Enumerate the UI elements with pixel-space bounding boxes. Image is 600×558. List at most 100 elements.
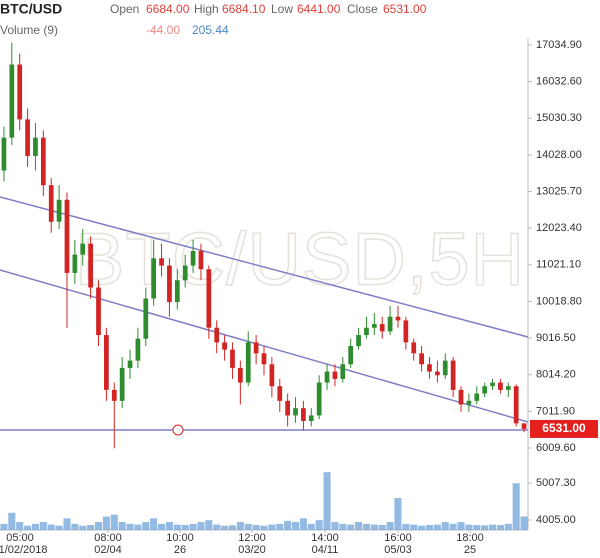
volume-bar [63,518,71,530]
y-tick-label: 8014.20 [536,369,576,381]
candle-body [474,393,480,401]
volume-bar [94,522,103,530]
candle-body [324,371,330,383]
candle-body [104,335,109,390]
volume-bar [228,525,237,530]
volume-bar [449,523,457,530]
x-tick-date: 01/02/2018 [0,544,48,556]
x-tick-time: 18:00 [456,532,484,544]
candle-body [17,64,23,120]
candle-body [25,119,30,156]
candle-body [371,324,377,328]
candle-body [40,137,46,186]
candle-body [230,349,235,368]
volume-bar [418,525,426,530]
volume-bar [205,520,213,530]
volume-bar [150,518,158,530]
candle-body [411,342,417,354]
y-tick-label: 13025.70 [536,185,582,197]
candle-body [33,137,38,156]
price-tag [530,419,598,438]
volume-bar [299,518,307,530]
candle-body [316,382,322,416]
volume-bar [370,524,378,530]
line-handle[interactable] [172,424,184,436]
candle-body [490,382,495,387]
candle-body [442,360,448,376]
candle-body [222,342,227,350]
x-tick-time: 12:00 [238,532,266,544]
volume-bar [221,525,229,530]
open-label: Open [110,2,139,16]
low-value: 6441.00 [297,2,341,16]
y-tick-label: 12023.40 [536,222,582,234]
trend-line[interactable] [0,196,529,338]
volume-bar [520,516,528,530]
trend-line[interactable] [0,269,529,423]
candle-body [214,327,220,343]
open-value: 6684.00 [146,2,190,16]
candle-body [182,265,188,281]
candle-body [237,367,243,383]
volume-bar [197,522,205,530]
x-tick-time: 14:00 [311,532,339,544]
volume-bar [284,520,292,530]
candle-body [245,342,251,383]
candle-body [450,360,456,390]
volume-bar [457,522,465,530]
volume-bar [79,525,87,530]
y-tick-label: 17034.90 [536,39,582,51]
volume-bar [268,524,276,530]
y-tick-label: 7011.90 [536,405,575,417]
volume-bar [386,522,394,530]
candle-body [151,258,157,299]
volume-bar [276,523,284,530]
volume-bar [410,524,418,530]
candle-body [1,137,7,171]
volume-bar [158,523,166,530]
candle-body [419,353,424,365]
plot [0,42,528,530]
volume-bar [465,524,473,530]
volume-bar [441,522,449,530]
volume-bar [481,525,489,530]
candle-body [159,258,164,266]
volume-value: 205.44 [192,23,229,37]
x-tick-date: 03/20 [238,544,266,556]
volume-bar [16,522,24,530]
candle-body [427,364,432,372]
candle-body [206,269,212,328]
candle-body [301,408,306,421]
x-tick-time: 16:00 [384,532,412,544]
volume-bar [134,524,142,530]
volume-label: Volume (9) [0,23,58,37]
candle-body [261,353,267,365]
volume-bar [142,522,150,530]
candle-body [269,364,275,387]
close-label: Close [347,2,378,16]
volume-bar [378,524,386,530]
candle-body [56,199,62,222]
volume-bar [118,522,126,530]
volume-bar [8,512,16,530]
candle-body [96,287,101,336]
volume-bar [331,522,339,530]
x-tick-date: 02/04 [94,544,122,556]
volume-bar [473,524,481,530]
watermark: BTC/USD,5H [75,218,525,301]
volume-bar [362,523,370,530]
candle-body [253,342,259,354]
candle-body [127,360,133,368]
candle-body [167,265,172,303]
candle-body [364,327,369,336]
candle-body [435,371,440,376]
candle-body [513,386,519,424]
volume-bar [425,524,434,530]
volume-tick-label: 4005.00 [536,514,576,526]
volume-bar [488,524,497,530]
volume-bar [87,524,95,530]
candle-body [198,250,204,270]
low-label: Low [271,2,293,16]
candle-body [80,243,86,255]
volume-bar [24,525,32,530]
